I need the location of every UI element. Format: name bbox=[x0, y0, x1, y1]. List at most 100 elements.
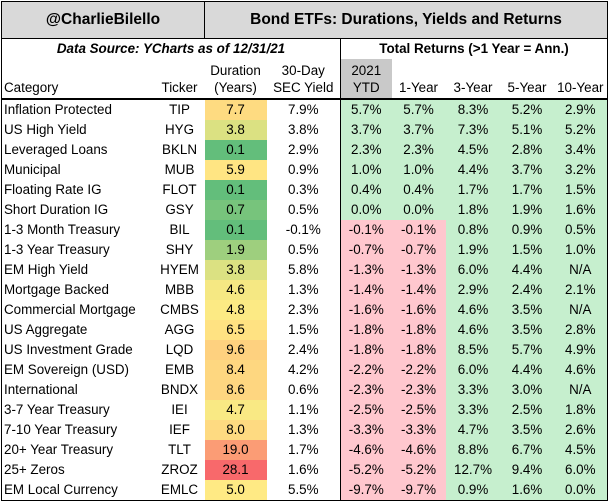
ytd-return-cell: -4.6% bbox=[340, 440, 392, 460]
return-3y-cell: 3.3% bbox=[445, 380, 501, 400]
return-5y-cell: 2.8% bbox=[500, 140, 554, 160]
ytd-return-cell: -2.3% bbox=[340, 380, 392, 400]
ytd-return-cell: -1.8% bbox=[340, 320, 392, 340]
col-header-yield-l1: 30-Day bbox=[281, 63, 325, 78]
return-5y-cell: 1.6% bbox=[500, 480, 554, 501]
return-3y-cell: 8.5% bbox=[445, 340, 501, 360]
category-cell: 1-3 Month Treasury bbox=[1, 220, 155, 240]
table-row: US High Yield HYG 3.8 3.8% 3.7% 3.7% 7.3% 5.1% 5… bbox=[1, 120, 608, 140]
ytd-return-cell: -0.1% bbox=[340, 220, 392, 240]
return-1y-cell: -2.3% bbox=[391, 380, 446, 400]
return-3y-cell: 1.8% bbox=[445, 200, 501, 220]
return-5y-cell: 3.5% bbox=[500, 320, 554, 340]
return-3y-cell: 4.4% bbox=[445, 160, 501, 180]
return-3y-cell: 8.3% bbox=[445, 99, 501, 120]
col-header-ticker: Ticker bbox=[154, 59, 205, 100]
duration-cell: 19.0 bbox=[204, 440, 267, 460]
return-10y-cell: 1.5% bbox=[553, 180, 608, 200]
return-5y-cell: 2.5% bbox=[500, 400, 554, 420]
return-1y-cell: 0.4% bbox=[391, 180, 446, 200]
ytd-return-cell: -1.3% bbox=[340, 260, 392, 280]
ticker-cell: LQD bbox=[165, 342, 194, 357]
table-row: 1-3 Month Treasury BIL 0.1 -0.1% -0.1% -0.1% 0… bbox=[1, 220, 608, 240]
duration-cell: 0.7 bbox=[204, 200, 267, 220]
col-header-ytd: 2021 YTD bbox=[340, 59, 392, 100]
col-header-1y: 1-Year bbox=[391, 59, 446, 100]
category-cell: Short Duration IG bbox=[1, 200, 155, 220]
category-cell: US Aggregate bbox=[1, 320, 155, 340]
column-header-row: Category Ticker Duration (Years) 30-Day SE… bbox=[1, 59, 608, 100]
return-1y-cell: -1.4% bbox=[391, 280, 446, 300]
yield-cell: 0.3% bbox=[266, 180, 342, 200]
ticker-cell: TLT bbox=[168, 442, 191, 457]
return-5y-cell: 3.0% bbox=[500, 380, 554, 400]
yield-cell: 1.1% bbox=[266, 400, 342, 420]
category-cell: Commercial Mortgage bbox=[1, 300, 155, 320]
data-source: Data Source: YCharts as of 12/31/21 bbox=[0, 38, 342, 59]
ticker-cell: FLOT bbox=[162, 182, 197, 197]
category-cell: Floating Rate IG bbox=[1, 180, 155, 200]
table-row: International BNDX 8.6 0.6% -2.3% -2.3% 3.3% 3.… bbox=[1, 380, 608, 400]
return-1y-cell: 2.3% bbox=[391, 140, 446, 160]
return-5y-cell: 3.7% bbox=[500, 160, 554, 180]
ytd-return-cell: -9.7% bbox=[340, 480, 392, 501]
yield-cell: 1.5% bbox=[266, 320, 342, 340]
return-10y-cell: N/A bbox=[553, 380, 608, 400]
ytd-return-cell: -1.6% bbox=[340, 300, 392, 320]
return-10y-cell: 2.9% bbox=[553, 99, 608, 120]
yield-cell: 3.8% bbox=[266, 120, 342, 140]
duration-cell: 8.0 bbox=[204, 420, 267, 440]
ytd-return-cell: 2.3% bbox=[340, 140, 392, 160]
author-handle: @CharlieBilello bbox=[0, 1, 206, 39]
yield-cell: 2.9% bbox=[266, 140, 342, 160]
table-row: 1-3 Year Treasury SHY 1.9 0.5% -0.7% -0.7% 1.9… bbox=[1, 240, 608, 260]
ytd-return-cell: 0.4% bbox=[340, 180, 392, 200]
ticker-cell: TIP bbox=[169, 102, 190, 117]
yield-cell: 0.5% bbox=[266, 200, 342, 220]
ticker-cell: SHY bbox=[165, 242, 194, 257]
duration-cell: 3.8 bbox=[204, 260, 267, 280]
category-cell: EM Local Currency bbox=[1, 480, 155, 501]
duration-cell: 6.5 bbox=[204, 320, 267, 340]
return-3y-cell: 6.0% bbox=[445, 360, 501, 380]
yield-cell: 0.6% bbox=[266, 380, 342, 400]
yield-cell: 1.6% bbox=[266, 460, 342, 480]
ticker-cell: BIL bbox=[169, 222, 190, 237]
ticker-cell: IEF bbox=[169, 422, 190, 437]
return-1y-cell: -1.3% bbox=[391, 260, 446, 280]
yield-cell: 0.9% bbox=[266, 160, 342, 180]
return-10y-cell: 1.6% bbox=[553, 200, 608, 220]
ticker-cell: GSY bbox=[165, 202, 194, 217]
ytd-return-cell: -3.3% bbox=[340, 420, 392, 440]
col-header-yield-l2: SEC Yield bbox=[273, 80, 334, 95]
yield-cell: 2.3% bbox=[266, 300, 342, 320]
return-10y-cell: 6.0% bbox=[553, 460, 608, 480]
return-10y-cell: 0.0% bbox=[553, 480, 608, 501]
table-row: 7-10 Year Treasury IEF 8.0 1.3% -3.3% -3.3% 4.… bbox=[1, 420, 608, 440]
ticker-cell: HYEM bbox=[160, 262, 199, 277]
category-cell: 3-7 Year Treasury bbox=[1, 400, 155, 420]
return-10y-cell: 4.9% bbox=[553, 340, 608, 360]
return-5y-cell: 5.1% bbox=[500, 120, 554, 140]
table-row: Leveraged Loans BKLN 0.1 2.9% 2.3% 2.3% 4.5% 2.… bbox=[1, 140, 608, 160]
return-10y-cell: 3.2% bbox=[553, 160, 608, 180]
return-1y-cell: 1.0% bbox=[391, 160, 446, 180]
ticker-cell: MUB bbox=[164, 162, 195, 177]
return-1y-cell: -0.1% bbox=[391, 220, 446, 240]
category-cell: EM Sovereign (USD) bbox=[1, 360, 155, 380]
ticker-cell: BNDX bbox=[160, 382, 199, 397]
yield-cell: 0.5% bbox=[266, 240, 342, 260]
category-cell: Leveraged Loans bbox=[1, 140, 155, 160]
yield-cell: 2.4% bbox=[266, 340, 342, 360]
ticker-cell: ZROZ bbox=[161, 462, 198, 477]
yield-cell: 7.9% bbox=[266, 99, 342, 120]
return-10y-cell: 0.5% bbox=[553, 220, 608, 240]
ticker-cell: EMLC bbox=[154, 480, 205, 501]
table-row: Commercial Mortgage CMBS 4.8 2.3% -1.6% -1.6%… bbox=[1, 300, 608, 320]
return-1y-cell: -1.8% bbox=[391, 340, 446, 360]
return-1y-cell: -1.8% bbox=[391, 320, 446, 340]
return-1y-cell: -5.2% bbox=[391, 460, 446, 480]
yield-cell: 1.7% bbox=[266, 440, 342, 460]
table-title: Bond ETFs: Durations, Yields and Returns bbox=[204, 1, 608, 39]
ytd-return-cell: -5.2% bbox=[340, 460, 392, 480]
